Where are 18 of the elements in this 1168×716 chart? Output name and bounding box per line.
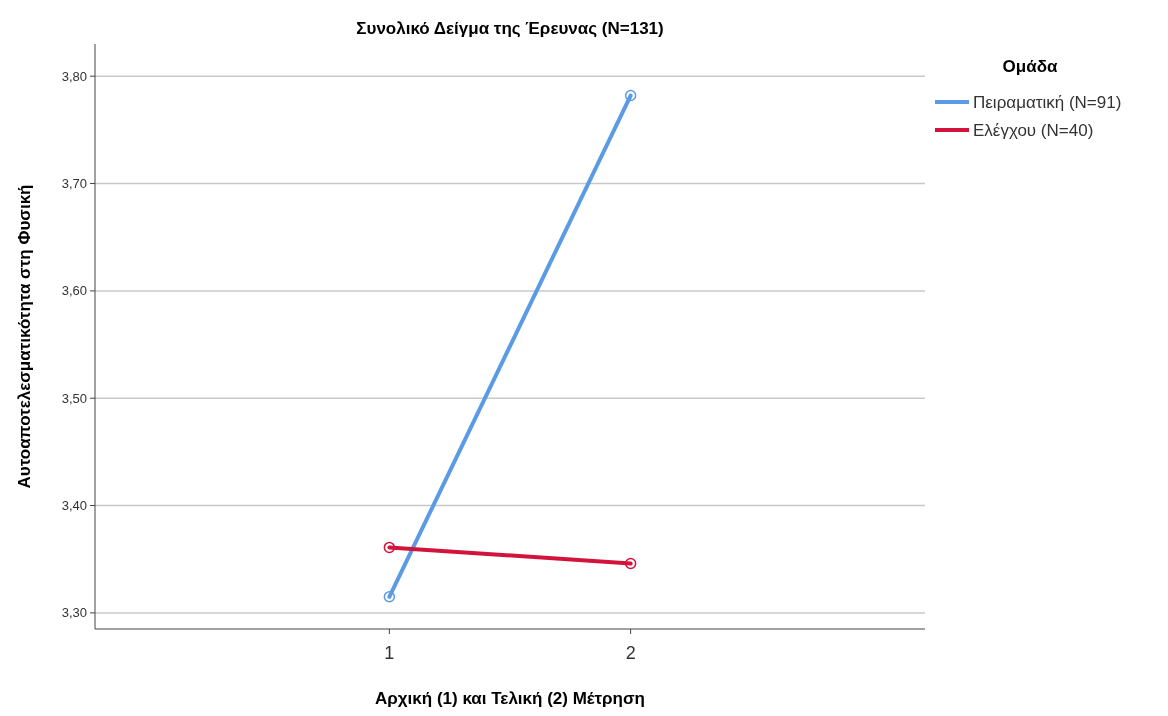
point bbox=[383, 541, 396, 554]
legend-label: Πειραματική (N=91) bbox=[973, 92, 1122, 112]
y-tick-label: 3,80 bbox=[61, 68, 87, 84]
legend-label: Ελέγχου (N=40) bbox=[973, 120, 1094, 140]
x-axis-title: Αρχική (1) και Τελική (2) Μέτρηση bbox=[375, 689, 645, 708]
point bbox=[624, 557, 637, 570]
y-tick-label: 3,70 bbox=[61, 176, 87, 192]
y-tick-label: 3,40 bbox=[61, 498, 87, 514]
point bbox=[624, 89, 637, 102]
y-tick-label: 3,60 bbox=[61, 283, 87, 299]
y-tick-label: 3,50 bbox=[61, 390, 87, 406]
legend-title: Ομάδα bbox=[1002, 57, 1058, 76]
x-tick-label: 1 bbox=[384, 643, 395, 663]
point bbox=[383, 591, 396, 603]
y-tick-label: 3,30 bbox=[61, 605, 87, 621]
chart-title: Συνολικό Δείγμα της Έρευνας (N=131) bbox=[356, 19, 664, 38]
x-tick-label: 2 bbox=[625, 643, 636, 663]
y-axis-title: Αυτοαποτελεσματικότητα στη Φυσική bbox=[15, 184, 34, 489]
